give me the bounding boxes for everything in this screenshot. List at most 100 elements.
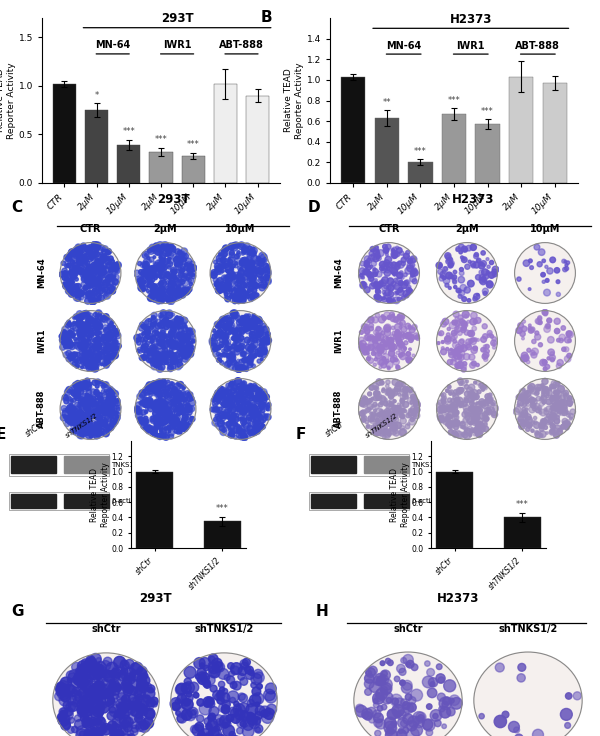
Circle shape (190, 265, 197, 272)
Circle shape (181, 339, 185, 344)
Circle shape (179, 393, 182, 396)
Circle shape (145, 254, 148, 256)
Circle shape (64, 399, 69, 404)
Circle shape (401, 699, 407, 706)
Circle shape (154, 389, 158, 393)
Circle shape (75, 386, 80, 392)
Circle shape (245, 283, 250, 287)
Circle shape (515, 378, 575, 439)
Circle shape (227, 662, 234, 669)
Circle shape (68, 414, 73, 420)
Circle shape (175, 269, 179, 273)
Circle shape (394, 389, 400, 394)
Circle shape (151, 322, 156, 327)
Circle shape (97, 685, 104, 693)
Circle shape (165, 263, 170, 268)
Circle shape (245, 431, 252, 437)
Circle shape (263, 353, 266, 355)
Circle shape (84, 688, 89, 693)
Circle shape (211, 273, 216, 278)
Circle shape (250, 271, 257, 277)
Circle shape (408, 716, 419, 727)
Circle shape (370, 247, 375, 252)
Circle shape (390, 347, 394, 351)
Circle shape (162, 379, 166, 383)
Circle shape (104, 258, 108, 261)
Circle shape (120, 661, 130, 670)
Circle shape (85, 677, 92, 684)
Circle shape (118, 725, 128, 735)
Circle shape (65, 337, 68, 340)
Circle shape (204, 682, 211, 688)
Circle shape (209, 663, 220, 673)
Circle shape (412, 410, 419, 417)
Circle shape (91, 410, 94, 414)
Circle shape (483, 417, 488, 422)
Circle shape (167, 295, 174, 302)
Circle shape (102, 424, 108, 430)
Circle shape (396, 351, 400, 355)
Circle shape (154, 292, 157, 295)
Circle shape (185, 405, 191, 411)
Circle shape (440, 707, 451, 718)
Circle shape (77, 288, 80, 291)
Circle shape (181, 248, 188, 255)
Circle shape (146, 333, 149, 335)
Circle shape (376, 391, 380, 394)
Circle shape (72, 355, 79, 362)
Circle shape (141, 275, 145, 278)
Circle shape (392, 425, 397, 430)
Circle shape (104, 361, 107, 364)
Circle shape (157, 405, 161, 409)
Circle shape (67, 420, 73, 425)
Circle shape (68, 419, 73, 424)
Circle shape (520, 331, 525, 336)
Circle shape (115, 269, 118, 273)
Circle shape (77, 252, 83, 259)
Circle shape (375, 430, 381, 435)
Circle shape (443, 697, 451, 705)
Circle shape (76, 255, 79, 258)
Circle shape (243, 248, 250, 255)
Circle shape (242, 421, 246, 425)
Circle shape (107, 393, 111, 397)
Circle shape (223, 253, 227, 257)
Circle shape (157, 379, 162, 385)
Circle shape (383, 412, 386, 415)
Circle shape (481, 429, 484, 433)
Circle shape (233, 335, 238, 340)
Circle shape (247, 291, 251, 296)
Circle shape (77, 336, 83, 342)
Circle shape (234, 332, 237, 336)
Circle shape (169, 420, 175, 425)
Circle shape (448, 286, 451, 289)
Circle shape (89, 264, 94, 269)
Circle shape (479, 713, 484, 719)
Circle shape (235, 397, 240, 403)
Circle shape (362, 712, 368, 718)
Circle shape (394, 283, 400, 290)
Circle shape (457, 389, 461, 394)
Circle shape (111, 277, 115, 282)
Circle shape (170, 355, 174, 358)
Circle shape (538, 423, 544, 428)
Circle shape (106, 344, 111, 348)
Circle shape (58, 715, 69, 726)
Circle shape (257, 359, 261, 363)
Circle shape (146, 272, 148, 275)
Circle shape (528, 385, 532, 389)
Circle shape (253, 261, 259, 267)
Circle shape (486, 258, 489, 261)
Circle shape (154, 420, 161, 426)
Circle shape (395, 330, 400, 336)
Circle shape (257, 408, 261, 413)
Circle shape (149, 426, 155, 432)
Circle shape (470, 244, 476, 250)
Circle shape (88, 422, 92, 427)
Circle shape (98, 727, 106, 735)
Circle shape (227, 287, 232, 291)
Circle shape (240, 364, 243, 367)
Circle shape (77, 249, 82, 253)
Circle shape (393, 400, 396, 403)
Circle shape (410, 276, 416, 282)
